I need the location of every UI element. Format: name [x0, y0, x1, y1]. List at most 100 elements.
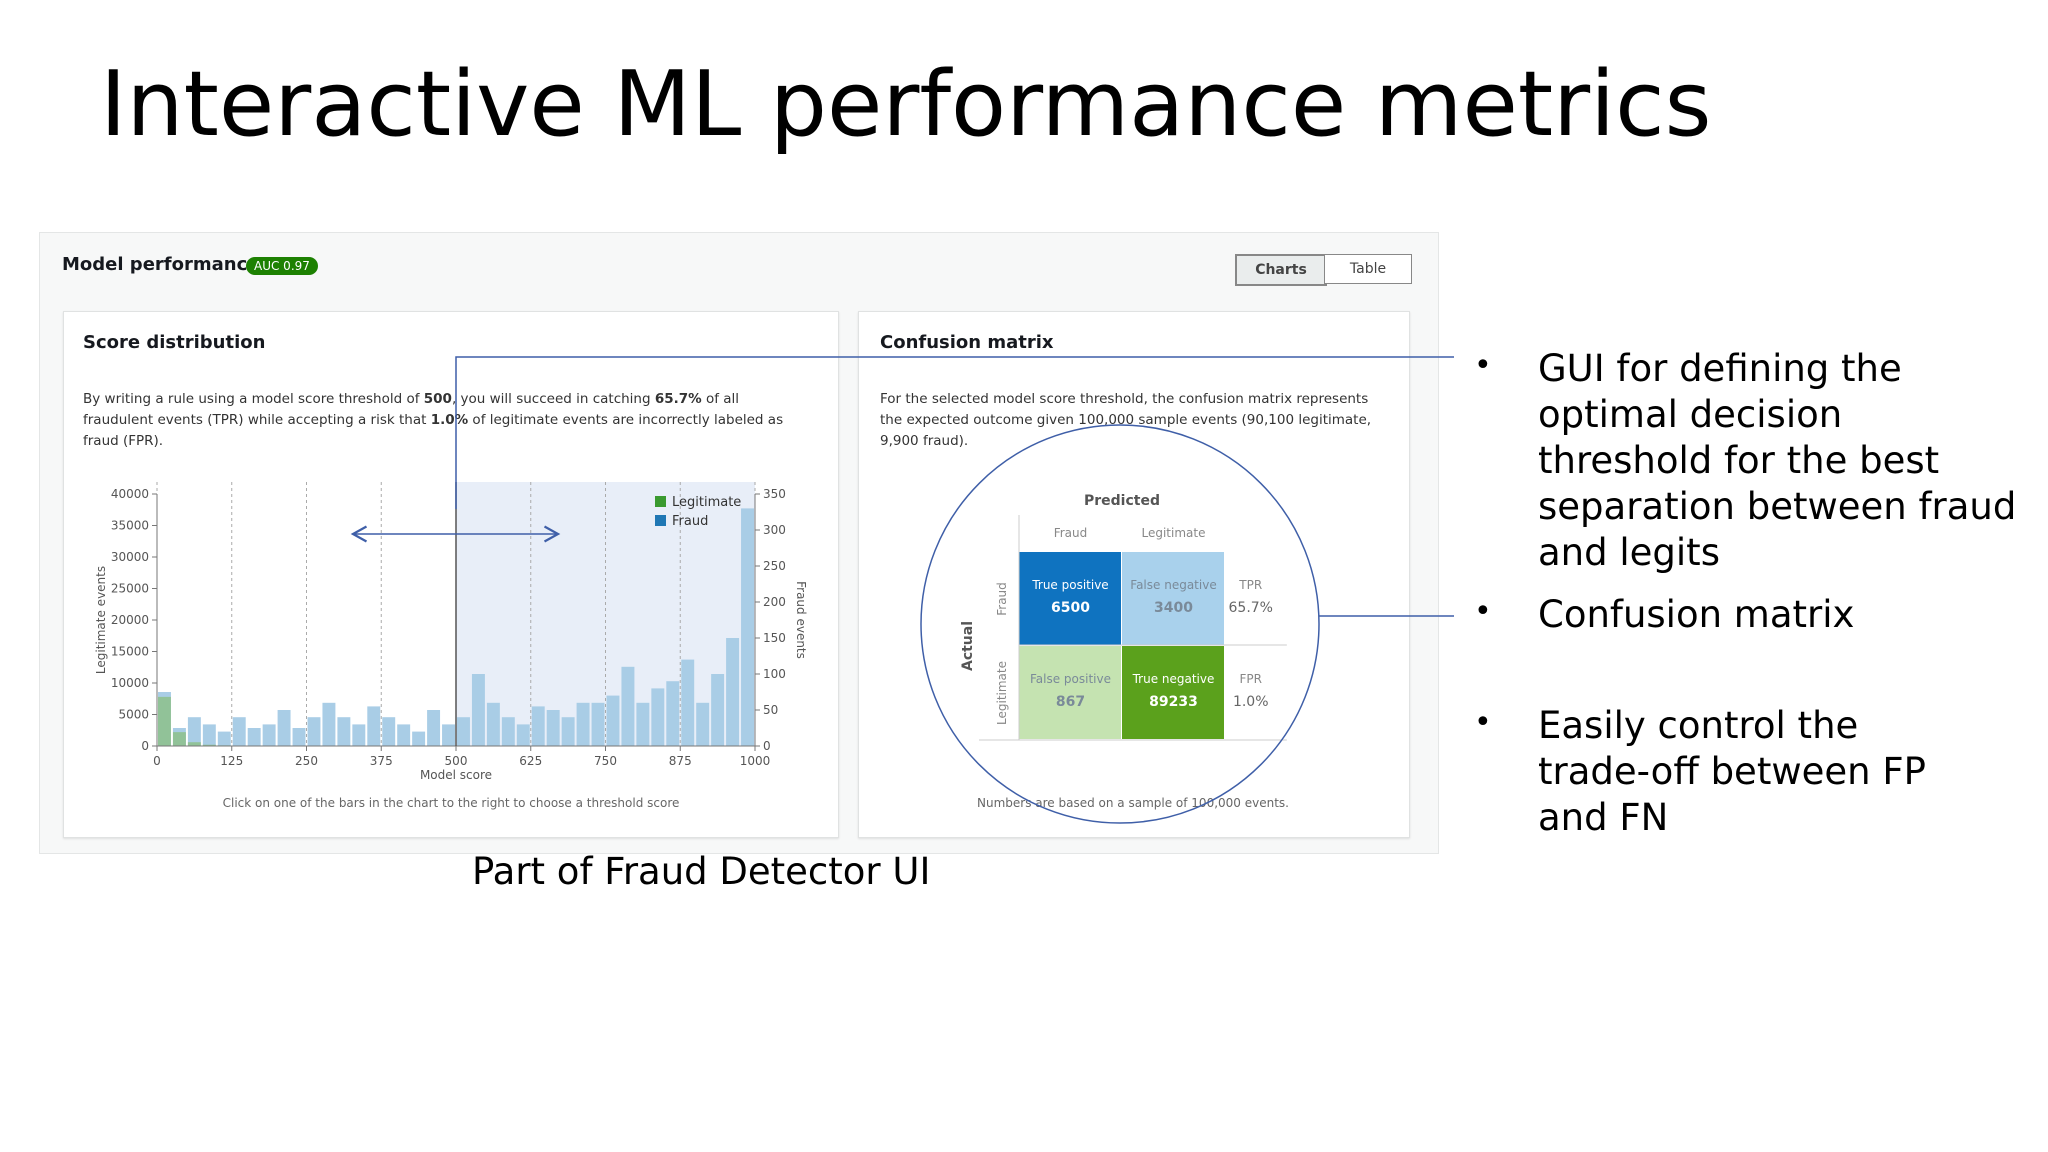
column-label: Legitimate [1142, 526, 1206, 540]
text: of all fraudulent events (TPR) while acc… [83, 391, 740, 428]
text: 65.7% [654, 391, 702, 407]
bar [412, 731, 426, 746]
column-label: Fraud [1054, 526, 1088, 540]
bar [457, 717, 470, 746]
bar [442, 724, 455, 746]
bar [546, 710, 560, 746]
legend-swatch [655, 496, 666, 507]
bar [232, 717, 246, 746]
rate-value: 1.0% [1233, 694, 1269, 710]
y-tick-label: 5000 [118, 708, 149, 722]
y-tick-label: 20000 [111, 613, 149, 627]
y2-tick-label: 200 [763, 595, 786, 609]
text: 500 [423, 391, 452, 407]
bar [486, 702, 500, 746]
bullet-dot: • [1474, 705, 1492, 740]
cell-value: 3400 [1154, 600, 1193, 616]
text: 1.0% [430, 412, 469, 428]
x-tick-label: 875 [669, 754, 692, 768]
bar [741, 508, 754, 746]
x-tick-label: 1000 [740, 754, 771, 768]
annotation-line [455, 356, 1454, 509]
bar [651, 688, 665, 746]
cell-label: True negative [1132, 672, 1215, 686]
bar [307, 717, 321, 746]
bar [696, 702, 710, 746]
bar [531, 706, 545, 746]
cell-label: True positive [1031, 578, 1108, 592]
y-tick-label: 35000 [111, 519, 149, 533]
bar [636, 702, 650, 746]
bar [576, 702, 590, 746]
cell-value: 6500 [1051, 600, 1090, 616]
bar [247, 728, 261, 746]
bar [277, 710, 291, 746]
matrix-cell [1019, 552, 1121, 645]
y-axis-label: Legitimate events [94, 566, 108, 674]
bar [367, 706, 381, 746]
x-tick-label: 375 [370, 754, 393, 768]
card-description: By writing a rule using a model score th… [83, 389, 803, 452]
matrix-label: Actual [960, 621, 976, 671]
x-axis-label: Model score [420, 768, 492, 782]
y-tick-label: 30000 [111, 550, 149, 564]
rate-value: 65.7% [1229, 600, 1273, 616]
y-tick-label: 25000 [111, 582, 149, 596]
bar [202, 744, 216, 746]
y-tick-label: 0 [141, 739, 149, 753]
bar [217, 731, 231, 746]
text: of legitimate events are incorrectly lab… [83, 412, 784, 449]
row-label: Legitimate [995, 661, 1009, 725]
x-tick-label: 0 [153, 754, 161, 768]
x-tick-label: 500 [445, 754, 468, 768]
y2-tick-label: 350 [763, 487, 786, 501]
bar [681, 659, 695, 746]
cell-value: 867 [1056, 694, 1085, 710]
bar [516, 724, 530, 746]
cell-label: False negative [1130, 578, 1216, 592]
legend-label: Legitimate [672, 495, 741, 510]
tab-button[interactable]: Charts [1235, 254, 1327, 286]
row-label: Fraud [995, 582, 1009, 616]
caption: Part of Fraud Detector UI [472, 850, 931, 893]
auc-badge: AUC 0.97 [246, 257, 318, 275]
matrix-cell [1122, 646, 1224, 739]
y-tick-label: 10000 [111, 676, 149, 690]
card-description: For the selected model score threshold, … [880, 391, 1372, 449]
x-tick-label: 750 [594, 754, 617, 768]
bar [666, 681, 680, 746]
cell-label: False positive [1030, 672, 1111, 686]
card-title: Score distribution [83, 332, 266, 353]
y2-tick-label: 100 [763, 667, 786, 681]
y-tick-label: 15000 [111, 645, 149, 659]
bullet-text: Easily control the trade-off between FP … [1538, 704, 1926, 839]
bar [726, 638, 740, 746]
panel-title: Model performance [62, 254, 260, 275]
bar [471, 674, 485, 746]
bar [427, 710, 441, 746]
bar [561, 717, 575, 746]
text: , you will succeed in catching [451, 391, 655, 407]
bar [172, 732, 186, 746]
x-tick-label: 625 [519, 754, 542, 768]
text: By writing a rule using a model score th… [83, 391, 424, 407]
bar [397, 724, 411, 746]
bar [621, 666, 635, 746]
card-footnote: Click on one of the bars in the chart to… [222, 796, 680, 810]
bullet-dot: • [1474, 594, 1492, 629]
bar [352, 724, 366, 746]
bar [322, 702, 336, 746]
bar [158, 696, 171, 746]
card-footnote: Numbers are based on a sample of 100,000… [977, 796, 1289, 810]
matrix-cell [1019, 646, 1121, 739]
bar [262, 724, 276, 746]
bar [711, 674, 725, 746]
matrix-label: Predicted [1084, 493, 1160, 509]
rate-label: TPR [1238, 578, 1262, 592]
bar [591, 702, 605, 746]
tab-button[interactable]: Table [1324, 254, 1412, 284]
legend-label: Fraud [672, 514, 708, 529]
bar [292, 728, 306, 746]
